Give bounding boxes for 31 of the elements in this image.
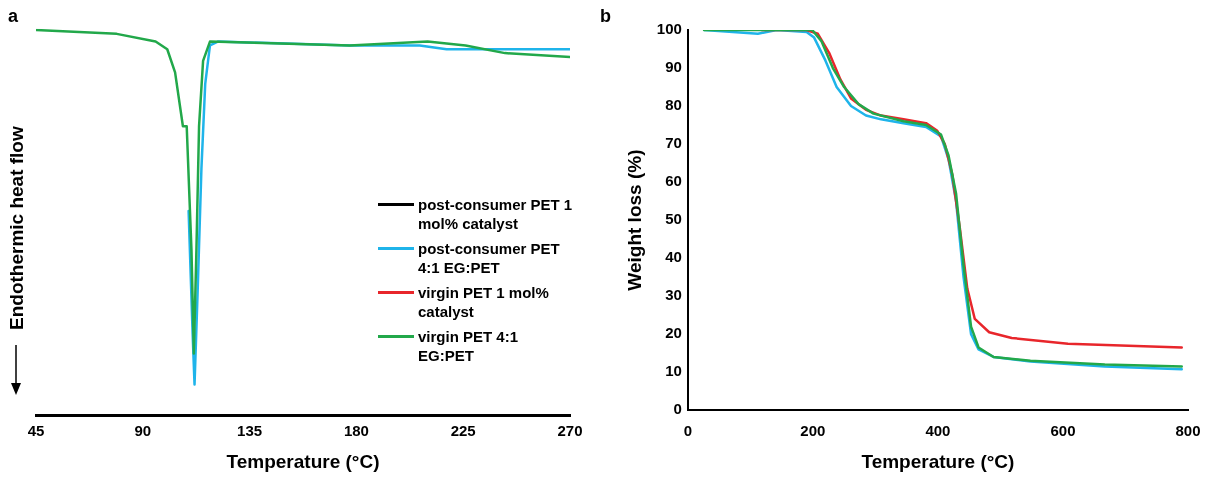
y-tick-label: 20 — [665, 324, 682, 342]
y-axis-title: Weight loss (%) — [623, 149, 645, 291]
x-tick-label: 135 — [237, 422, 263, 440]
x-tick-label: 600 — [1050, 422, 1076, 440]
y-tick-label: 70 — [665, 134, 682, 152]
y-tick-label: 10 — [665, 362, 682, 380]
x-axis-title: Temperature (°C) — [226, 450, 380, 472]
x-tick-label: 225 — [450, 422, 476, 440]
x-tick-label: 90 — [134, 422, 152, 440]
legend-label: virgin PET 4:1 EG:PET — [418, 327, 520, 365]
y-tick-label: 40 — [665, 248, 682, 266]
y-tick-label: 50 — [665, 210, 682, 228]
x-tick-label: 200 — [800, 422, 826, 440]
text: a — [8, 5, 19, 26]
x-axis-title: Temperature (°C) — [861, 450, 1015, 472]
x-tick-label: 45 — [27, 422, 45, 440]
x-tick-label: 180 — [343, 422, 369, 440]
x-tick-label: 400 — [925, 422, 951, 440]
y-axis-title: Endothermic heat flow — [6, 126, 28, 330]
y-tick-label: 30 — [665, 286, 682, 304]
y-tick-label: 80 — [665, 96, 682, 114]
text: b — [600, 5, 611, 26]
x-tick-label: 800 — [1175, 422, 1201, 440]
legend-label: virgin PET 1 mol% catalyst — [418, 283, 550, 321]
y-tick-label: 0 — [673, 400, 682, 418]
legend-label: post-consumer PET 4:1 EG:PET — [418, 239, 561, 277]
y-tick-label: 100 — [656, 20, 682, 38]
x-tick-label: 270 — [557, 422, 583, 440]
y-tick-label: 90 — [665, 58, 682, 76]
y-tick-label: 60 — [665, 172, 682, 190]
legend-label: post-consumer PET 1 mol% catalyst — [418, 195, 574, 233]
